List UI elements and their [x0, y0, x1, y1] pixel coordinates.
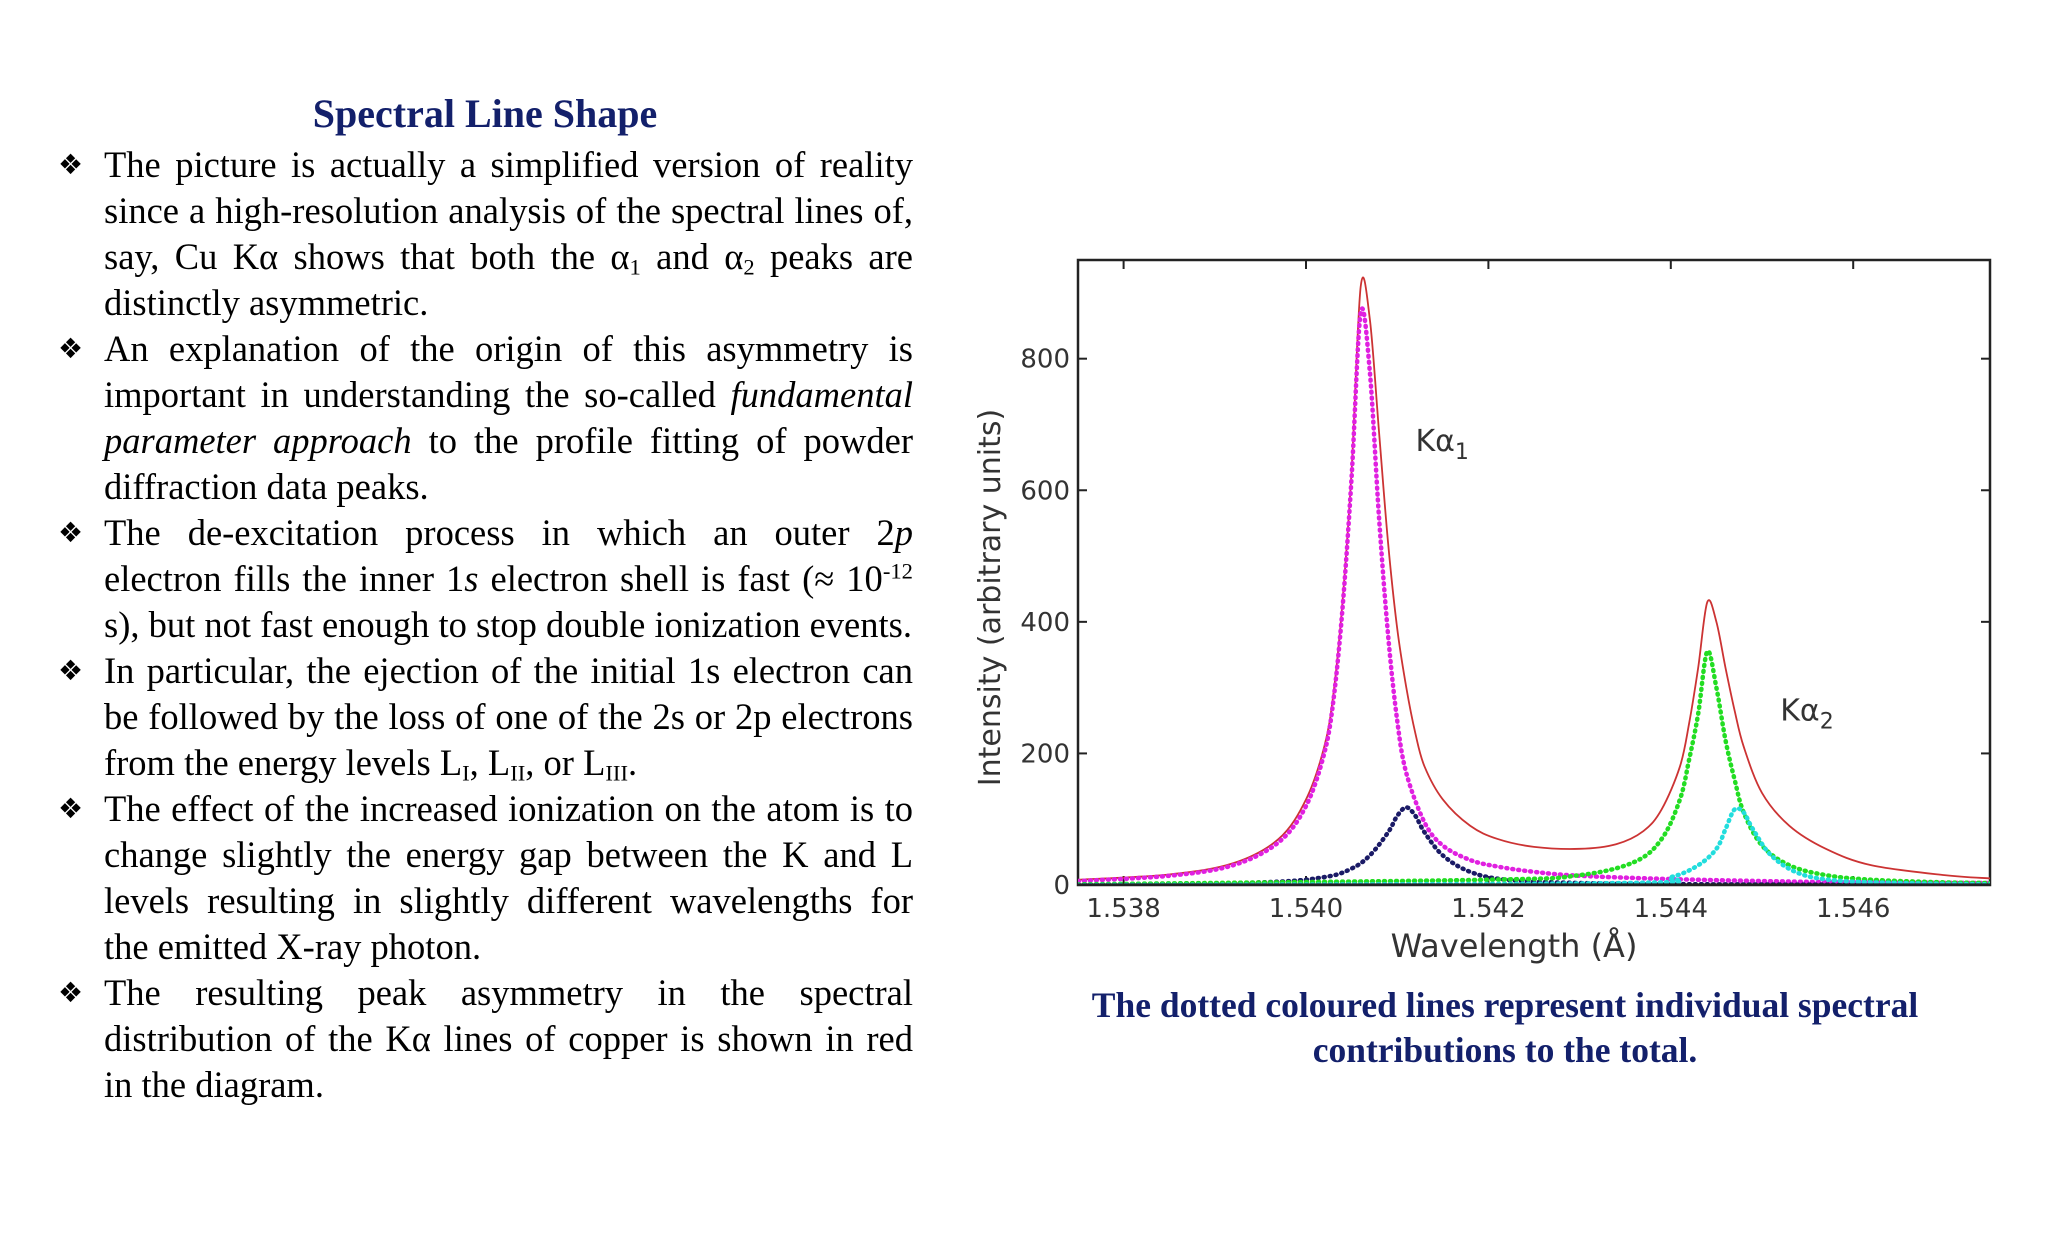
- y-tick-label: 400: [1020, 608, 1070, 638]
- y-tick-label: 800: [1020, 345, 1070, 375]
- series-line: [1078, 805, 1990, 885]
- bullet-item: ❖ The de-excitation process in which an o…: [58, 510, 913, 648]
- series-line: [1078, 276, 1990, 881]
- bullet-text-segment: s: [464, 558, 479, 599]
- bullet-item: ❖ The effect of the increased ionization …: [58, 786, 913, 970]
- bullet-item: ❖ The resulting peak asymmetry in the spe…: [58, 970, 913, 1108]
- y-tick-label: 200: [1020, 739, 1070, 769]
- bullet-text-segment: electron fills the inner 1: [104, 558, 465, 599]
- bullet-text-segment: p: [894, 512, 913, 553]
- peak-label: Kα1: [1415, 424, 1468, 465]
- bullet-text-segment: , L: [469, 742, 511, 783]
- bullet-item: ❖ In particular, the ejection of the init…: [58, 648, 913, 786]
- bullet-text-segment: s), but not fast enough to stop double i…: [104, 604, 912, 645]
- peak-label-subscript: 2: [1820, 710, 1834, 735]
- peak-label: Kα2: [1780, 694, 1833, 735]
- bullet-text-segment: and α: [640, 236, 744, 277]
- bullet-text-segment: The de-excitation process in which an ou…: [104, 512, 895, 553]
- bullet-diamond-icon: ❖: [58, 654, 84, 687]
- bullet-diamond-icon: ❖: [58, 976, 84, 1009]
- chart-caption: The dotted coloured lines represent indi…: [1091, 985, 1919, 1070]
- bullet-text-segment: 2: [743, 254, 755, 280]
- bullet-list: ❖ The picture is actually a simplified ve…: [58, 142, 913, 1108]
- bullet-text-segment: The resulting peak asymmetry in the spec…: [104, 972, 913, 1105]
- bullet-text-segment: fundamental parameter approach: [104, 374, 913, 461]
- bullet-diamond-icon: ❖: [58, 148, 84, 181]
- x-tick-label: 1.542: [1451, 894, 1525, 924]
- x-tick-label: 1.540: [1269, 894, 1343, 924]
- peak-label-text: Kα: [1415, 424, 1454, 459]
- y-tick-label: 0: [1053, 871, 1070, 901]
- bullet-text-segment: The effect of the increased ionization o…: [104, 788, 913, 967]
- series-line: [1078, 648, 1990, 885]
- bullet-diamond-icon: ❖: [58, 332, 84, 365]
- bullet-text-segment: I: [462, 760, 470, 786]
- x-tick-label: 1.544: [1634, 894, 1708, 924]
- bullet-diamond-icon: ❖: [58, 516, 84, 549]
- bullet-text-segment: II: [510, 760, 526, 786]
- bullet-item: ❖ An explanation of the origin of this as…: [58, 326, 913, 510]
- bullet-item: ❖ The picture is actually a simplified ve…: [58, 142, 913, 326]
- slide-title: Spectral Line Shape: [312, 91, 658, 136]
- bullet-text-segment: to the profile fitting of powder diffrac…: [104, 420, 913, 507]
- peak-label-subscript: 1: [1455, 440, 1469, 465]
- bullet-text-segment: In particular, the ejection of the initi…: [104, 650, 913, 783]
- bullet-text-segment: electron shell is fast (≈ 10: [478, 558, 883, 599]
- y-tick-label: 600: [1020, 476, 1070, 506]
- x-axis-label: Wavelength (Å): [1391, 927, 1638, 965]
- bullet-text-segment: 1: [629, 254, 641, 280]
- x-tick-label: 1.538: [1086, 894, 1160, 924]
- bullet-text-segment: .: [627, 742, 638, 783]
- peak-label-text: Kα: [1780, 694, 1819, 729]
- chart-svg: 1.538 1.540 1.542 1.544 1.546 0 200 400 600 800 Wa…: [973, 258, 1992, 965]
- bullet-text-segment: , or L: [525, 742, 606, 783]
- bullet-text-segment: An explanation of the origin of this asy…: [104, 328, 913, 415]
- series-line: [1078, 306, 1990, 885]
- plot-frame: [1076, 258, 1992, 887]
- chart: 1.538 1.540 1.542 1.544 1.546 0 200 400 600 800 Wa…: [960, 240, 2000, 980]
- bullet-diamond-icon: ❖: [58, 792, 84, 825]
- bullet-text-segment: -12: [882, 558, 913, 584]
- bullet-text-segment: III: [605, 760, 628, 786]
- y-axis-label: Intensity (arbitrary units): [973, 409, 1008, 786]
- x-tick-label: 1.546: [1816, 894, 1890, 924]
- bullet-text-segment: peaks are distinctly asymmetric.: [104, 236, 913, 323]
- bullet-text-segment: The picture is actually a simplified ver…: [104, 144, 913, 277]
